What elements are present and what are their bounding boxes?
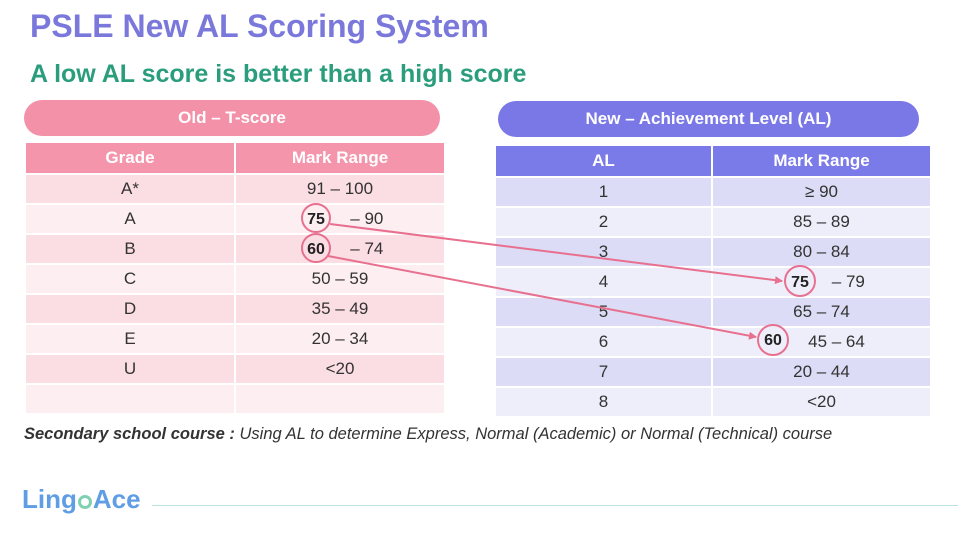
- old-header-mark-range: Mark Range: [234, 141, 446, 175]
- new-al-cell: 7: [494, 356, 713, 388]
- old-range-cell: 75 – 90: [234, 203, 446, 235]
- note-text: Using AL to determine Express, Normal (A…: [234, 425, 833, 443]
- new-range-cell: 20 – 44: [711, 356, 932, 388]
- logo-part-ling: Ling: [22, 484, 77, 514]
- old-range-cell: [234, 383, 446, 415]
- old-grade-cell: C: [24, 263, 236, 295]
- new-range-cell: <20: [711, 386, 932, 418]
- table-row: U <20: [24, 353, 446, 385]
- new-range-cell: 45 – 64: [711, 326, 932, 358]
- table-row: 7 20 – 44: [494, 356, 932, 388]
- new-al-cell: 8: [494, 386, 713, 418]
- new-range-cell: ≥ 90: [711, 176, 932, 208]
- table-row: E 20 – 34: [24, 323, 446, 355]
- note-bold-label: Secondary school course :: [24, 425, 235, 443]
- table-row: 2 85 – 89: [494, 206, 932, 238]
- table-row: 6 45 – 64: [494, 326, 932, 358]
- table-row: 3 80 – 84: [494, 236, 932, 268]
- table-row: B 60 – 74: [24, 233, 446, 265]
- new-75-text: 75: [791, 274, 809, 291]
- old-grade-cell: U: [24, 353, 236, 385]
- table-row: D 35 – 49: [24, 293, 446, 325]
- new-range-cell: 80 – 84: [711, 236, 932, 268]
- old-60-highlight: 60: [301, 233, 331, 263]
- new-al-cell: 3: [494, 236, 713, 268]
- old-range-cell: 60 – 74: [234, 233, 446, 265]
- old-grade-cell: A*: [24, 173, 236, 205]
- old-range-cell: <20: [234, 353, 446, 385]
- old-range-cell: 20 – 34: [234, 323, 446, 355]
- old-tscore-label: Old – T-score: [24, 100, 440, 136]
- new-75-highlight: 75: [784, 265, 816, 297]
- old-60-text: 60: [307, 241, 325, 258]
- arrow-75: [329, 223, 783, 285]
- logo-part-ace: Ace: [92, 484, 141, 514]
- table-row: 1 ≥ 90: [494, 176, 932, 208]
- new-60-text: 60: [764, 332, 782, 349]
- page-title: PSLE New AL Scoring System: [30, 8, 489, 44]
- old-grade-cell: E: [24, 323, 236, 355]
- new-al-cell: 2: [494, 206, 713, 238]
- old-grade-cell: [24, 383, 236, 415]
- new-range-cell: 85 – 89: [711, 206, 932, 238]
- table-row: [24, 383, 446, 415]
- old-grade-cell: A: [24, 203, 236, 235]
- old-range-cell: 91 – 100: [234, 173, 446, 205]
- logo-o-ring-icon: [77, 495, 92, 509]
- old-header-grade: Grade: [24, 141, 236, 175]
- arrow-60: [327, 255, 757, 340]
- page-subtitle: A low AL score is better than a high sco…: [30, 60, 527, 88]
- table-row: A* 91 – 100: [24, 173, 446, 205]
- new-al-cell: 4: [494, 266, 713, 298]
- footer-divider: [152, 505, 958, 506]
- old-grade-cell: D: [24, 293, 236, 325]
- lingoace-logo: Ling Ace: [22, 484, 141, 515]
- table-row: 8 <20: [494, 386, 932, 418]
- new-al-table: AL Mark Range 1 ≥ 90 2 85 – 89 3 80 – 84…: [494, 144, 932, 418]
- old-grade-cell: B: [24, 233, 236, 265]
- table-row: 5 65 – 74: [494, 296, 932, 328]
- new-range-cell: 65 – 74: [711, 296, 932, 328]
- old-75-highlight: 75: [301, 203, 331, 233]
- old-range-cell: 50 – 59: [234, 263, 446, 295]
- table-row: A 75 – 90: [24, 203, 446, 235]
- new-al-cell: 5: [494, 296, 713, 328]
- new-al-cell: 1: [494, 176, 713, 208]
- old-tscore-table: Grade Mark Range A* 91 – 100 A 75 – 90 B…: [24, 141, 446, 415]
- old-75-text: 75: [307, 211, 325, 228]
- table-row: C 50 – 59: [24, 263, 446, 295]
- table-row: 4 75 – 79: [494, 266, 932, 298]
- new-al-cell: 6: [494, 326, 713, 358]
- new-header-al: AL: [494, 144, 713, 178]
- new-60-highlight: 60: [757, 324, 789, 356]
- new-al-label: New – Achievement Level (AL): [498, 101, 919, 137]
- new-header-mark-range: Mark Range: [711, 144, 932, 178]
- old-range-cell: 35 – 49: [234, 293, 446, 325]
- new-range-cell: 75 – 79: [711, 266, 932, 298]
- secondary-school-note: Secondary school course : Using AL to de…: [24, 425, 954, 444]
